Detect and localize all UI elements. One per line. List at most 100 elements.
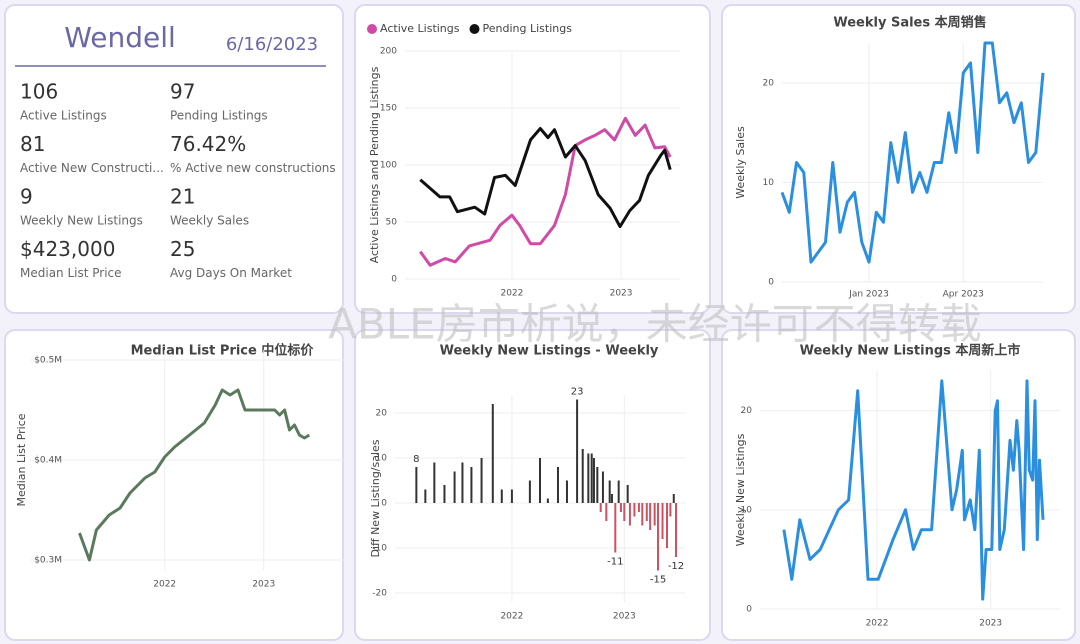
kpi-title: Wendell <box>64 21 176 54</box>
legend-label: Active Listings <box>380 22 460 35</box>
y-tick-label: -20 <box>372 589 387 599</box>
kpi-value: 97 <box>170 80 195 104</box>
y-tick-label: 0 <box>746 605 752 615</box>
kpi-label: Median List Price <box>20 266 122 280</box>
y-tick-label: 0 <box>768 278 774 288</box>
y-tick-label: $0.5M <box>34 356 62 366</box>
kpi-label: % Active new constructions <box>170 161 336 175</box>
bar <box>581 449 584 503</box>
bar <box>424 489 427 503</box>
bar <box>605 503 608 521</box>
data-line <box>419 127 672 229</box>
bar <box>614 503 617 553</box>
bar <box>610 494 613 503</box>
bar <box>608 480 611 503</box>
kpi-value: 106 <box>20 80 58 104</box>
kpi-label: Active Listings <box>20 109 107 123</box>
kpi-value: 76.42% <box>170 132 246 156</box>
y-tick-label: 20 <box>741 406 753 416</box>
data-line <box>782 379 1045 601</box>
kpi-value: 25 <box>170 237 195 261</box>
legend-label: Pending Listings <box>483 22 573 35</box>
bar <box>500 489 503 503</box>
bar <box>461 462 464 503</box>
y-tick-label: 10 <box>763 178 775 188</box>
bar <box>599 503 602 512</box>
data-label: -12 <box>668 561 684 572</box>
bar <box>592 458 595 503</box>
bar <box>556 467 559 503</box>
data-line <box>419 116 672 267</box>
bar <box>510 489 513 503</box>
kpi-label: Avg Days On Market <box>170 266 292 280</box>
bar <box>649 503 652 530</box>
chart-title: Median List Price 中位标价 <box>131 343 315 359</box>
bar <box>675 503 678 557</box>
kpi-panel <box>4 4 344 314</box>
watermark: ABLE房市析说，未经许可不得转载 <box>328 300 981 349</box>
y-tick-label: 50 <box>386 218 398 228</box>
y-tick-label: 0 <box>391 275 397 285</box>
y-tick-label: $0.4M <box>34 456 62 466</box>
bar <box>666 503 669 548</box>
kpi-value: 9 <box>20 185 33 209</box>
bar <box>657 503 660 571</box>
bar <box>637 503 640 512</box>
y-tick-label: $0.3M <box>34 556 62 566</box>
bar <box>565 480 568 503</box>
kpi-label: Weekly Sales <box>170 214 249 228</box>
bar <box>453 471 456 503</box>
y-axis-label: Median List Price <box>15 413 28 506</box>
bar <box>590 453 593 503</box>
bar <box>619 503 622 512</box>
data-label: 8 <box>413 454 419 465</box>
bar <box>491 404 494 503</box>
price-panel <box>4 329 344 641</box>
x-tick-label: Jan 2023 <box>848 290 889 300</box>
bar <box>653 503 656 526</box>
bar <box>528 480 531 503</box>
y-axis-label: Weekly New Listings <box>734 433 747 546</box>
y-axis-label: Active Listings and Pending Listings <box>368 66 381 263</box>
chart-title: Weekly New Listings - Weekly <box>440 344 659 359</box>
legend-marker <box>367 24 377 34</box>
bar <box>623 503 626 521</box>
sales-panel <box>721 4 1076 314</box>
y-tick-label: 100 <box>380 161 397 171</box>
x-tick-label: 2023 <box>252 580 275 590</box>
x-tick-label: Apr 2023 <box>943 290 984 300</box>
x-tick-label: 2022 <box>866 619 889 629</box>
x-tick-label: 2022 <box>500 612 523 622</box>
bar <box>645 503 648 521</box>
x-tick-label: 2023 <box>979 619 1002 629</box>
kpi-label: Weekly New Listings <box>20 214 143 228</box>
bar <box>617 480 620 503</box>
bar <box>641 503 644 526</box>
kpi-value: 21 <box>170 185 195 209</box>
y-tick-label: 20 <box>376 409 388 419</box>
bar <box>626 485 629 503</box>
bar <box>587 453 590 503</box>
bar <box>470 467 473 503</box>
x-tick-label: 2023 <box>610 289 633 299</box>
y-axis-label: Diff New Listing/sales <box>369 439 382 557</box>
bar <box>415 467 418 503</box>
kpi-label: Active New Constructi... <box>20 161 164 175</box>
x-tick-label: 2023 <box>613 612 636 622</box>
bar <box>628 503 631 526</box>
bar <box>433 462 436 503</box>
y-tick-label: 10 <box>741 505 753 515</box>
legend-marker <box>469 24 480 34</box>
y-tick-label: 150 <box>380 104 397 114</box>
x-tick-label: 2022 <box>500 289 523 299</box>
y-tick-label: 200 <box>380 47 397 57</box>
bar <box>539 458 541 503</box>
data-line <box>78 388 311 562</box>
bar <box>661 503 664 539</box>
bar <box>596 467 599 503</box>
bar <box>546 498 549 503</box>
bar <box>443 485 446 503</box>
data-label: -11 <box>607 557 623 568</box>
kpi-label: Pending Listings <box>170 109 268 123</box>
